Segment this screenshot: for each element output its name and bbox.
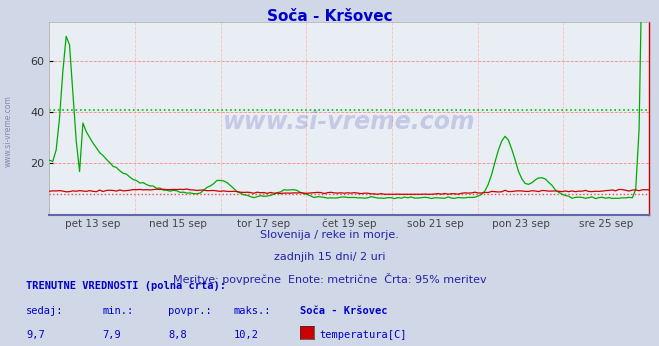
Text: TRENUTNE VREDNOSTI (polna črta):: TRENUTNE VREDNOSTI (polna črta): xyxy=(26,280,226,291)
Text: 9,7: 9,7 xyxy=(26,330,45,340)
Text: www.si-vreme.com: www.si-vreme.com xyxy=(223,110,476,134)
Text: Soča - Kršovec: Soča - Kršovec xyxy=(300,306,387,316)
Text: 7,9: 7,9 xyxy=(102,330,121,340)
Text: Slovenija / reke in morje.: Slovenija / reke in morje. xyxy=(260,230,399,240)
Text: Soča - Kršovec: Soča - Kršovec xyxy=(267,9,392,24)
Text: 10,2: 10,2 xyxy=(234,330,259,340)
Text: maks.:: maks.: xyxy=(234,306,272,316)
Text: povpr.:: povpr.: xyxy=(168,306,212,316)
Text: temperatura[C]: temperatura[C] xyxy=(320,330,407,340)
Text: min.:: min.: xyxy=(102,306,133,316)
Text: Meritve: povprečne  Enote: metrične  Črta: 95% meritev: Meritve: povprečne Enote: metrične Črta:… xyxy=(173,273,486,285)
Text: zadnjih 15 dni/ 2 uri: zadnjih 15 dni/ 2 uri xyxy=(273,252,386,262)
Text: www.si-vreme.com: www.si-vreme.com xyxy=(3,95,13,167)
Text: 8,8: 8,8 xyxy=(168,330,186,340)
Text: sedaj:: sedaj: xyxy=(26,306,64,316)
